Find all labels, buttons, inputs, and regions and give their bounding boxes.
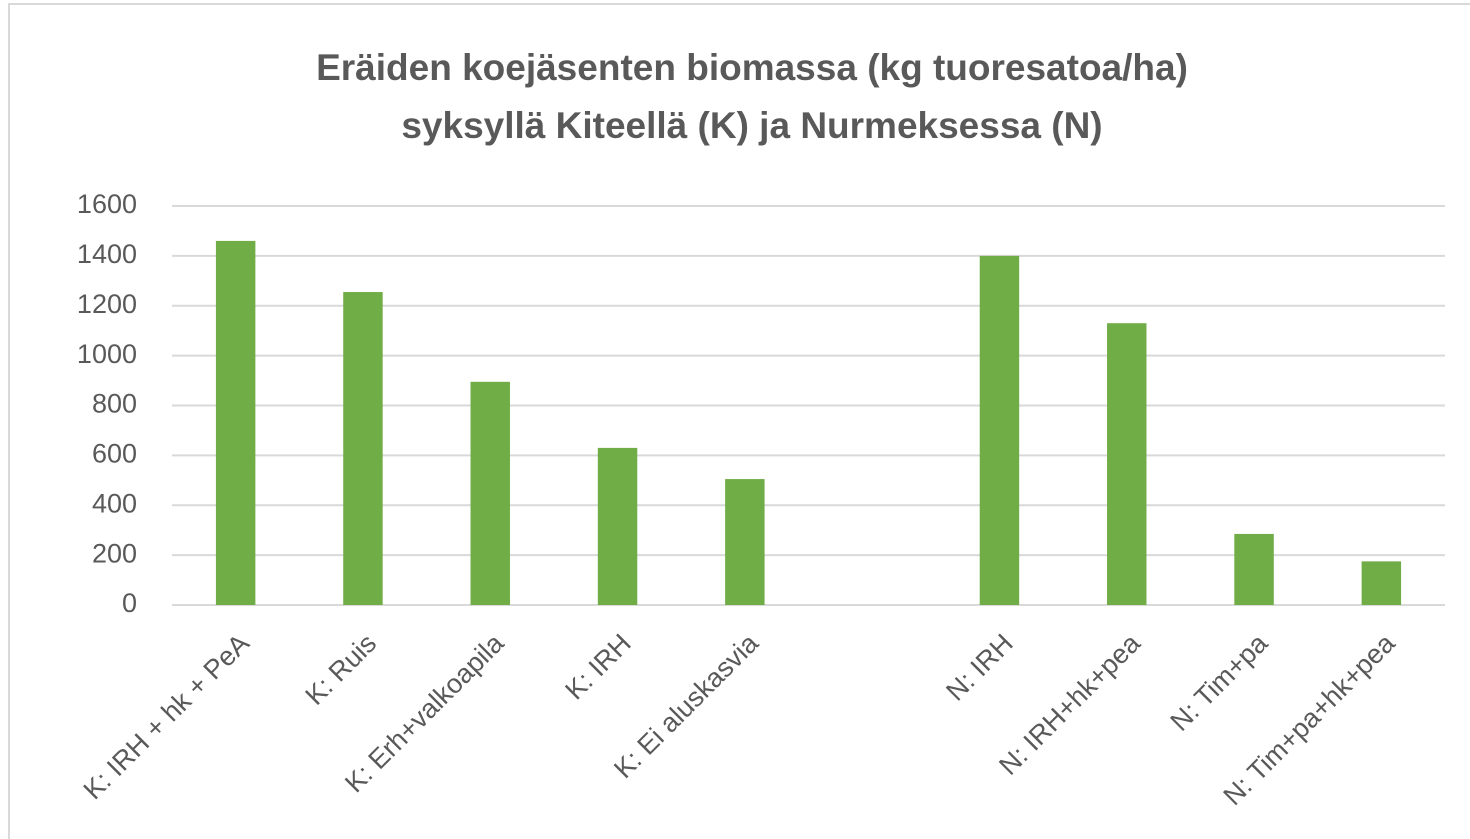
- bar: [470, 381, 510, 605]
- y-tick-label: 1000: [77, 339, 137, 369]
- y-tick-label: 1400: [77, 239, 137, 269]
- y-tick-label: 800: [92, 389, 137, 419]
- bar: [979, 255, 1020, 605]
- chart-title: Eräiden koejäsenten biomassa (kg tuoresa…: [316, 47, 1188, 88]
- bar: [1361, 561, 1402, 605]
- y-tick-label: 0: [122, 588, 137, 618]
- chart-border: [8, 3, 1470, 839]
- x-tick-label: N: Tim+pa: [1165, 627, 1274, 736]
- bar: [343, 292, 383, 605]
- bar: [725, 479, 765, 605]
- y-tick-label: 200: [92, 538, 137, 568]
- bar: [597, 447, 638, 605]
- x-tick-label: K: Ruis: [299, 628, 382, 711]
- bar: [1107, 323, 1147, 605]
- y-tick-label: 400: [92, 488, 137, 518]
- bar: [215, 240, 256, 605]
- y-tick-label: 1600: [77, 189, 137, 219]
- x-tick-label: K: IRH: [559, 628, 636, 705]
- y-tick-label: 600: [92, 439, 137, 469]
- bar: [1234, 533, 1274, 605]
- y-tick-label: 1200: [77, 289, 137, 319]
- chart-title: syksyllä Kiteellä (K) ja Nurmeksessa (N): [401, 105, 1102, 146]
- x-tick-label: N: IRH: [940, 628, 1018, 706]
- x-tick-label: K: IRH + hk + PeA: [78, 628, 255, 805]
